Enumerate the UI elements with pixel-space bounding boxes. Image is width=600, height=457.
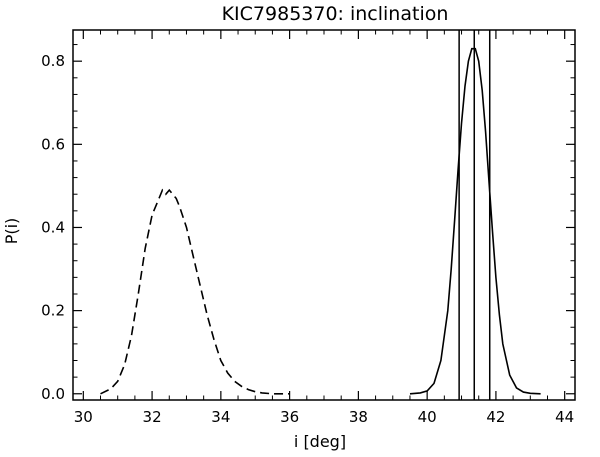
x-tick-label: 34 xyxy=(211,408,230,426)
solid-distribution-curve xyxy=(409,47,541,395)
x-tick-label: 32 xyxy=(143,408,162,426)
y-tick-label: 0.4 xyxy=(41,218,65,236)
vertical-markers-layer xyxy=(458,30,491,400)
x-tick-label: 38 xyxy=(349,408,368,426)
x-axis-label: i [deg] xyxy=(294,432,346,451)
y-tick-label: 0.8 xyxy=(41,52,65,70)
axes-layer: 30 32 34 36 38 40 42 44 0.0 0.2 0.4 0.6 0.8 xyxy=(41,29,576,426)
y-tick-label: 0.0 xyxy=(41,385,65,403)
y-axis-label: P(i) xyxy=(2,218,21,245)
x-tick-label: 36 xyxy=(280,408,299,426)
dashed-distribution-curve xyxy=(100,188,290,395)
y-tick-label: 0.6 xyxy=(41,135,65,153)
x-tick-label: 44 xyxy=(555,408,574,426)
y-tick-label: 0.2 xyxy=(41,302,65,320)
chart-title: KIC7985370: inclination xyxy=(222,3,449,25)
x-tick-label: 42 xyxy=(486,408,505,426)
x-tick-label: 40 xyxy=(418,408,437,426)
plot-frame xyxy=(72,29,576,401)
curves-layer xyxy=(100,47,541,395)
x-tick-label: 30 xyxy=(74,408,93,426)
